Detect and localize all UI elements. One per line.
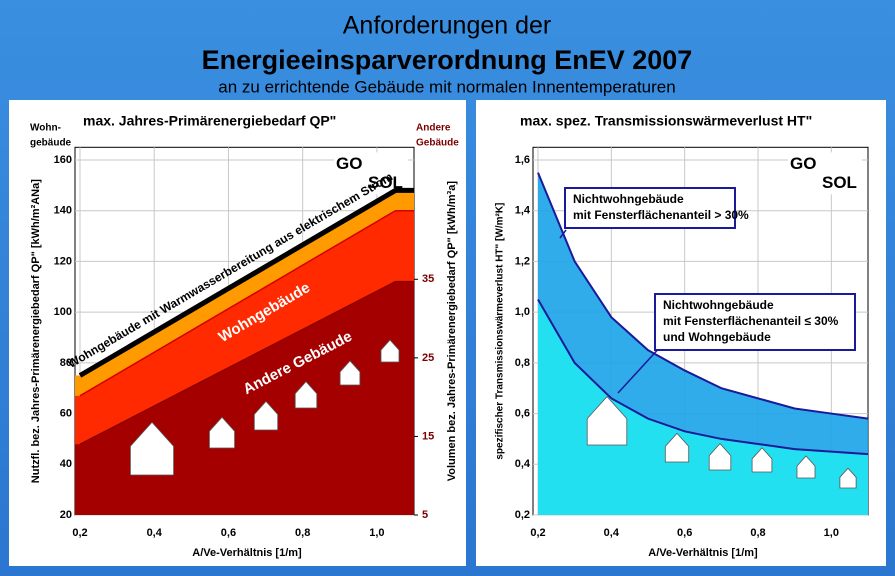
- y2-tick-label: 25: [422, 352, 434, 364]
- y-tick-label: 1,6: [515, 154, 530, 166]
- y-corner-label: gebäude: [30, 138, 72, 149]
- y-tick-label: 120: [54, 255, 72, 267]
- header-line2: Energieeinsparverordnung EnEV 2007: [202, 45, 693, 75]
- x-tick-label: 0,8: [295, 527, 310, 539]
- x-tick-label: 0,2: [72, 527, 87, 539]
- area-fill: [538, 299, 868, 515]
- house-icon: [380, 339, 400, 363]
- y2-tick-label: 35: [422, 273, 434, 285]
- series-line: [79, 209, 414, 397]
- series-line: [537, 298, 869, 456]
- callout-box: [564, 187, 736, 229]
- x-tick-label: 0,6: [677, 527, 692, 539]
- legend-label: und Wohngebäude: [663, 330, 771, 344]
- house-icon: [339, 360, 361, 386]
- house-icon: [253, 400, 279, 431]
- y-tick-label: 1,2: [515, 255, 530, 267]
- header-line1: Anforderungen der: [343, 12, 551, 40]
- series-line: [537, 172, 869, 420]
- house-icon: [209, 416, 235, 449]
- x-tick-label: 0,2: [530, 527, 545, 539]
- x-tick-label: 0,6: [221, 527, 236, 539]
- y-tick-label: 0,4: [515, 458, 531, 470]
- house-icon: [839, 467, 857, 489]
- house-icon: [664, 432, 690, 463]
- y-tick-label: 60: [60, 407, 72, 419]
- legend-label: mit Fensterflächenanteil ≤ 30%: [663, 314, 839, 328]
- chart-title: max. Jahres-Primärenergiebedarf QP": [83, 113, 336, 129]
- house-icon: [751, 447, 773, 473]
- logo-box: [334, 152, 408, 195]
- logo-sol: SOL: [368, 173, 403, 192]
- house-icon: [130, 421, 174, 476]
- y2-tick-label: 5: [422, 509, 428, 521]
- house-icon: [708, 443, 732, 471]
- logo-go: GO: [336, 154, 362, 173]
- house-icon: [796, 455, 816, 479]
- y2-axis-label: Volumen bez. Jahres-Primärenergiebedarf …: [446, 181, 458, 482]
- y-tick-label: 160: [54, 154, 72, 166]
- chart-left: 0,2 0,4 0,6 0,8 1,0 20 40 60 80 100 120 140 160 A/Ve-…: [30, 113, 459, 559]
- y-tick-label: 40: [60, 458, 72, 470]
- x-tick-label: 0,8: [750, 527, 765, 539]
- y-corner-label: Wohn-: [30, 123, 61, 134]
- legend-label: Nichtwohngebäude: [573, 192, 684, 206]
- y2-tick-label: 15: [422, 430, 434, 442]
- y-tick-label: 1,0: [515, 306, 530, 318]
- y2-corner-label: Andere: [416, 123, 451, 134]
- y-tick-label: 140: [54, 205, 72, 217]
- header-line3: an zu errichtende Gebäude mit normalen I…: [218, 77, 675, 96]
- y-tick-label: 0,6: [515, 407, 530, 419]
- x-tick-label: 1,0: [824, 527, 839, 539]
- callout-line: [559, 229, 567, 239]
- y-tick-label: 0,2: [515, 509, 530, 521]
- x-axis-label: A/Ve-Verhältnis [1/m]: [648, 547, 758, 559]
- y-tick-label: 100: [54, 306, 72, 318]
- x-tick-label: 0,4: [604, 527, 620, 539]
- y-tick-label: 80: [60, 357, 72, 369]
- chart-title: max. spez. Transmissionswärmeverlust HT": [520, 113, 812, 129]
- x-tick-label: 1,0: [369, 527, 384, 539]
- y-tick-label: 20: [60, 509, 72, 521]
- x-tick-label: 0,4: [147, 527, 163, 539]
- y-tick-label: 1,4: [515, 205, 531, 217]
- logo-go: GO: [790, 154, 816, 173]
- y2-corner-label: Gebäude: [416, 138, 459, 149]
- callout-line: [617, 344, 663, 394]
- x-axis-label: A/Ve-Verhältnis [1/m]: [192, 547, 302, 559]
- legend-label: Nichtwohngebäude: [663, 298, 774, 312]
- house-icon: [586, 396, 628, 446]
- chart-right: 0,2 0,4 0,6 0,8 1,0 0,2 0,4 0,6 0,8 1,0 1,2 1,4 1,6 A…: [495, 113, 869, 559]
- series-line: [79, 280, 414, 445]
- y-tick-label: 0,8: [515, 357, 530, 369]
- y-axis-label: Nutzfl. bez. Jahres-Primärenergiebedarf …: [30, 179, 42, 483]
- legend-label: mit Fensterflächenanteil > 30%: [573, 208, 749, 222]
- y-axis-label: spezifischer Transmissionswärmeverlust H…: [495, 203, 506, 460]
- house-icon: [294, 381, 318, 409]
- callout-box: [654, 293, 856, 351]
- series-line: [78, 187, 414, 378]
- logo-sol: SOL: [822, 173, 857, 192]
- logo-box: [788, 152, 862, 195]
